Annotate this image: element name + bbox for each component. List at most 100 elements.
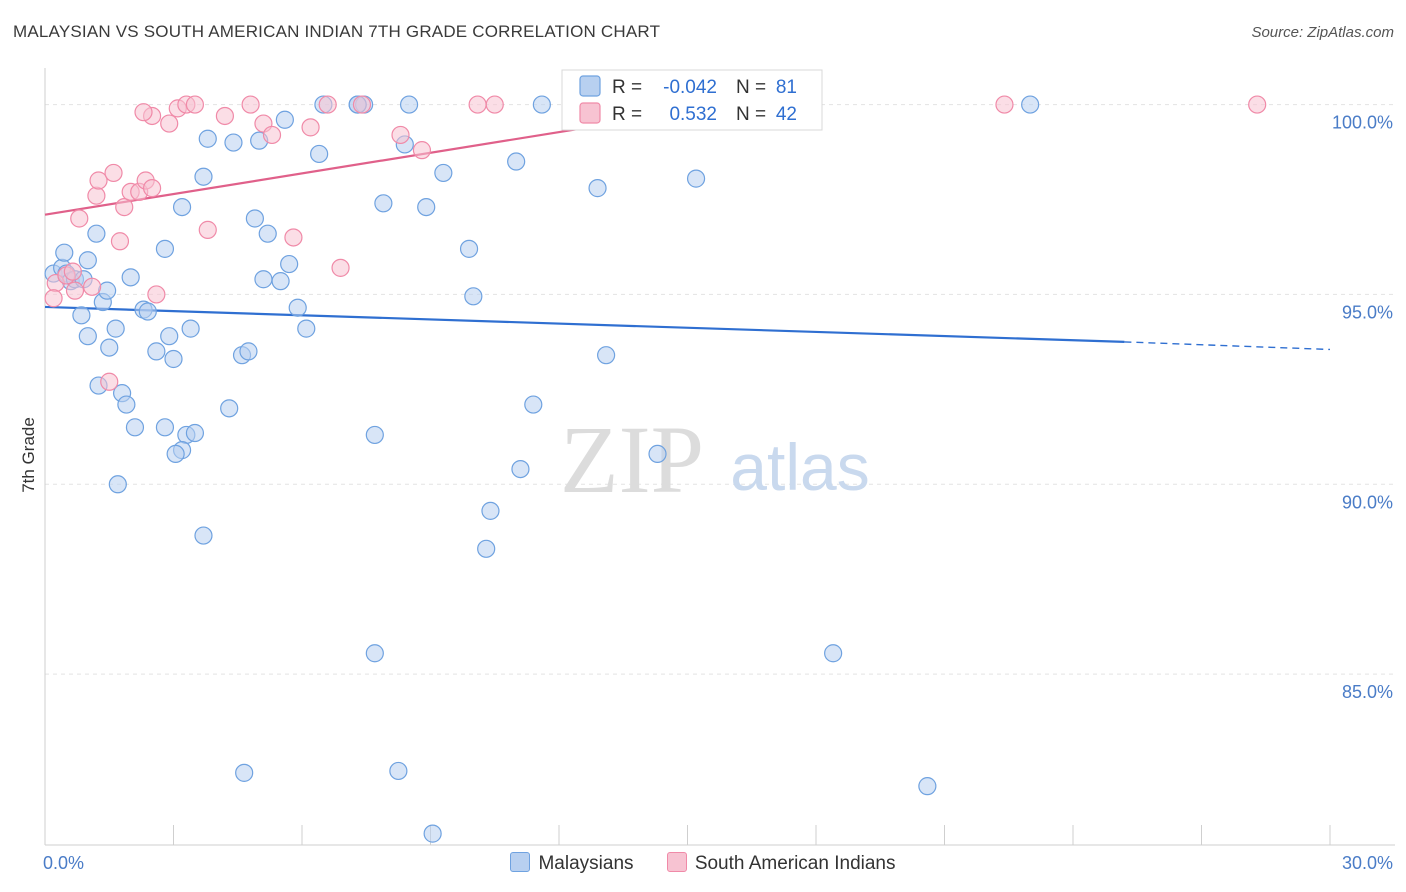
malaysian-point <box>166 444 185 464</box>
malaysian-point <box>524 395 543 414</box>
y-tick-label: 100.0% <box>1332 113 1393 133</box>
south-american-indian-point <box>44 289 63 308</box>
malaysian-point <box>194 167 213 186</box>
watermark-zip: ZIP <box>560 406 704 513</box>
south-american-indian-point <box>262 125 282 145</box>
south-american-indian-point <box>147 285 166 304</box>
malaysian-point <box>185 423 205 443</box>
stats-r-value: 0.532 <box>669 104 717 125</box>
south-american-indian-point <box>284 228 303 247</box>
south-american-indian-point <box>468 95 487 114</box>
malaysian-point <box>155 239 175 258</box>
south-american-indian-point <box>391 125 410 145</box>
malaysian-point <box>245 209 264 228</box>
malaysian-trend-line <box>44 305 1125 343</box>
y-tick-label: 85.0% <box>1342 682 1393 702</box>
malaysian-point <box>507 152 526 171</box>
malaysian-point <box>310 144 329 164</box>
malaysian-point <box>918 777 937 796</box>
legend-swatch-malaysians <box>510 852 531 872</box>
malaysian-point <box>198 129 217 148</box>
malaysian-point <box>55 243 74 262</box>
malaysian-point <box>87 224 106 243</box>
stats-legend: R = -0.042 N = 81 R = 0.532 N = 42 <box>561 69 823 131</box>
malaysian-point <box>78 251 97 270</box>
south-american-indian-point <box>485 95 504 114</box>
legend-label-malaysians: Malaysians <box>538 853 634 874</box>
malaysian-point <box>98 281 117 300</box>
y-axis-label: 7th Grade <box>19 417 38 493</box>
malaysian-point <box>108 475 127 494</box>
malaysian-point <box>78 327 97 346</box>
y-tick-label: 95.0% <box>1342 302 1393 322</box>
south-american-indian-point <box>331 258 350 277</box>
malaysian-point <box>72 306 91 325</box>
axes <box>44 68 1395 846</box>
stats-r-label: R = <box>612 77 642 98</box>
malaysian-point <box>172 197 192 217</box>
grid-lines <box>45 104 1395 675</box>
south-american-indian-point <box>83 277 102 296</box>
malaysian-point <box>194 526 213 545</box>
malaysian-point <box>597 346 616 365</box>
south-american-indian-point <box>160 114 179 133</box>
south-american-indian-point <box>995 95 1014 114</box>
south-american-indian-point <box>100 372 119 391</box>
malaysian-point <box>824 644 843 663</box>
malaysian-point <box>220 399 239 418</box>
watermark-atlas: atlas <box>730 430 869 504</box>
stats-n-label: N = <box>736 104 766 125</box>
south-american-indian-point <box>1248 95 1267 114</box>
south-american-indian-point <box>70 209 89 228</box>
south-american-indian-point <box>134 103 153 122</box>
malaysian-point <box>399 95 419 114</box>
malaysian-point <box>481 501 500 520</box>
malaysian-point <box>280 254 299 274</box>
x-tick-label: 30.0% <box>1342 853 1393 873</box>
malaysian-point <box>434 163 453 183</box>
malaysian-point <box>464 287 483 306</box>
south-american-indian-point <box>63 262 82 281</box>
malaysian-point <box>235 763 254 782</box>
south-american-indian-point <box>104 163 123 183</box>
y-tick-label: 90.0% <box>1342 492 1393 512</box>
malaysian-point <box>106 319 125 338</box>
legend-label-south-american-indians: South American Indians <box>694 853 896 874</box>
malaysian-point <box>297 319 316 338</box>
malaysian-point <box>423 824 442 843</box>
south-american-indian-point <box>301 118 320 137</box>
malaysian-point <box>459 239 479 258</box>
malaysian-point <box>155 418 175 437</box>
stats-n-value: 42 <box>776 104 797 125</box>
malaysian-point <box>588 179 607 198</box>
malaysian-point <box>686 169 706 188</box>
malaysian-point <box>365 425 384 445</box>
stats-n-value: 81 <box>776 77 797 98</box>
malaysian-point <box>147 342 166 361</box>
malaysian-point <box>239 342 258 361</box>
stats-swatch <box>579 102 601 124</box>
malaysian-point <box>288 298 307 317</box>
malaysian-point <box>164 349 183 369</box>
south-american-indian-point <box>110 232 130 251</box>
malaysian-trend-extension <box>1124 341 1331 351</box>
data-points <box>44 95 1267 843</box>
stats-r-label: R = <box>612 104 642 125</box>
malaysian-point <box>125 418 145 437</box>
south-american-indian-point <box>412 141 432 160</box>
x-tick-labels: 0.0% 30.0% <box>43 853 1393 873</box>
malaysian-point <box>117 395 136 414</box>
malaysian-point <box>181 319 200 338</box>
south-american-indian-point <box>89 171 108 190</box>
south-american-indian-point <box>115 197 134 217</box>
south-american-indian-point <box>65 281 85 300</box>
legend-item-malaysians: Malaysians <box>510 852 634 875</box>
stats-n-label: N = <box>736 77 766 98</box>
chart-title: MALAYSIAN VS SOUTH AMERICAN INDIAN 7TH G… <box>13 22 661 41</box>
malaysian-point <box>160 327 179 346</box>
malaysian-point <box>138 302 157 321</box>
south-american-indian-point <box>352 95 372 114</box>
x-tick-label: 0.0% <box>43 853 84 873</box>
malaysian-point <box>532 95 551 114</box>
